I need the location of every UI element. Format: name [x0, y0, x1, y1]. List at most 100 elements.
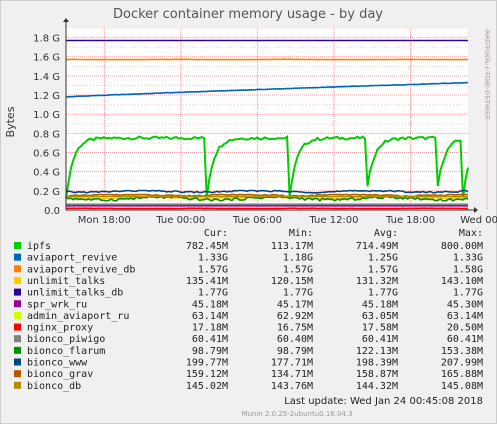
x-tick-label: Mon 18:00	[78, 215, 131, 226]
legend-name-aviaport-revive-db: aviaport_revive_db	[27, 264, 135, 275]
y-tick-label: 0.4 G	[33, 168, 60, 179]
legend-cur-admin-aviaport-ru: 63.14M	[192, 311, 228, 322]
legend-swatch-nginx-proxy	[14, 323, 21, 331]
legend-min-unlimit-talks-db: 1.77G	[283, 288, 313, 299]
legend-swatch-bionco-piwigo	[14, 335, 21, 343]
legend-avg-bionco-grav: 158.87M	[356, 369, 398, 380]
y-tick-label: 1.2 G	[33, 91, 60, 102]
legend-swatch-bionco-db	[14, 381, 21, 389]
legend-cur-spr-wrk-ru: 45.18M	[192, 299, 228, 310]
legend-max-aviaport-revive-db: 1.58G	[453, 264, 483, 275]
legend-min-bionco-flarum: 98.79M	[277, 346, 313, 357]
legend-min-unlimit-talks: 120.15M	[271, 276, 313, 287]
legend-min-admin-aviaport-ru: 62.92M	[277, 311, 313, 322]
legend-avg-admin-aviaport-ru: 63.05M	[362, 311, 398, 322]
legend-name-aviaport-revive: aviaport_revive	[27, 253, 117, 264]
y-axis-arrow	[63, 18, 69, 22]
chart-title: Docker container memory usage - by day	[113, 7, 383, 22]
legend-max-nginx-proxy: 20.50M	[447, 323, 483, 334]
legend-name-unlimit-talks: unlimit_talks	[27, 276, 105, 287]
rrdtool-credit: RRDTOOL / TOBI OETIKER	[483, 30, 491, 120]
legend-name-spr-wrk-ru: spr_wrk_ru	[27, 299, 87, 310]
legend-max-spr-wrk-ru: 45.30M	[447, 299, 483, 310]
legend-cur-bionco-grav: 159.12M	[186, 369, 228, 380]
legend-swatch-bionco-grav	[14, 370, 21, 378]
legend-swatch-admin-aviaport-ru	[14, 311, 21, 319]
legend-min-bionco-grav: 134.71M	[271, 369, 313, 380]
legend-name-bionco-db: bionco_db	[27, 381, 81, 392]
y-tick-label: 0.0	[44, 206, 60, 217]
x-tick-label: Tue 06:00	[232, 215, 282, 226]
last-update: Last update: Wed Jan 24 00:45:08 2018	[284, 396, 483, 407]
legend-min-bionco-piwigo: 60.40M	[277, 334, 313, 345]
legend-cur-unlimit-talks: 135.41M	[186, 276, 228, 287]
legend-max-bionco-piwigo: 60.41M	[447, 334, 483, 345]
series-line-aviaport-revive	[65, 81, 469, 98]
legend-name-ipfs: ipfs	[27, 241, 51, 252]
legend-name-bionco-piwigo: bionco_piwigo	[27, 334, 105, 345]
legend-swatch-spr-wrk-ru	[14, 300, 21, 308]
y-tick-label: 1.0 G	[33, 110, 60, 121]
legend-avg-bionco-piwigo: 60.41M	[362, 334, 398, 345]
legend-min-bionco-db: 143.76M	[271, 381, 313, 392]
legend-swatch-aviaport-revive	[14, 253, 21, 261]
y-tick-label: 0.2 G	[33, 187, 60, 198]
x-tick-label: Tue 18:00	[385, 215, 435, 226]
legend-min-aviaport-revive: 1.18G	[283, 253, 313, 264]
legend-swatch-unlimit-talks	[14, 276, 21, 284]
legend-max-bionco-grav: 165.88M	[441, 369, 483, 380]
legend-max-admin-aviaport-ru: 63.14M	[447, 311, 483, 322]
y-tick-label: 1.6 G	[33, 53, 60, 64]
legend-swatch-aviaport-revive-db	[14, 265, 21, 273]
legend-avg-bionco-flarum: 122.13M	[356, 346, 398, 357]
munin-version: Munin 2.0.25-2ubuntu0.16.04.3	[241, 410, 352, 418]
x-axis-arrow	[474, 207, 478, 213]
legend-header-max: Max:	[459, 228, 483, 239]
x-tick-label: Tue 12:00	[308, 215, 358, 226]
legend-cur-aviaport-revive: 1.33G	[198, 253, 228, 264]
x-tick-label: Wed 00:00	[460, 215, 497, 226]
legend-max-bionco-www: 207.99M	[441, 358, 483, 369]
legend-name-admin-aviaport-ru: admin_aviaport_ru	[27, 311, 129, 322]
plot-area	[66, 28, 468, 210]
x-tick-label: Tue 00:00	[155, 215, 205, 226]
legend-name-bionco-grav: bionco_grav	[27, 369, 93, 380]
legend-min-spr-wrk-ru: 45.17M	[277, 299, 313, 310]
y-tick-label: 0.6 G	[33, 149, 60, 160]
legend-cur-bionco-piwigo: 60.41M	[192, 334, 228, 345]
series-line-bionco-www	[65, 189, 469, 194]
legend-min-aviaport-revive-db: 1.57G	[283, 264, 313, 275]
legend-header-cur: Cur:	[204, 228, 228, 239]
legend-avg-spr-wrk-ru: 45.18M	[362, 299, 398, 310]
legend-cur-bionco-db: 145.02M	[186, 381, 228, 392]
legend-avg-nginx-proxy: 17.58M	[362, 323, 398, 334]
y-axis-label: Bytes	[4, 106, 17, 137]
legend-name-nginx-proxy: nginx_proxy	[27, 323, 93, 334]
legend-avg-unlimit-talks: 131.32M	[356, 276, 398, 287]
series-line-ipfs	[65, 135, 469, 200]
legend-cur-aviaport-revive-db: 1.57G	[198, 264, 228, 275]
legend-max-aviaport-revive: 1.33G	[453, 253, 483, 264]
legend-min-nginx-proxy: 16.75M	[277, 323, 313, 334]
legend-header-avg: Avg:	[374, 228, 398, 239]
legend-max-ipfs: 800.00M	[441, 241, 483, 252]
legend-cur-bionco-flarum: 98.79M	[192, 346, 228, 357]
legend-max-unlimit-talks-db: 1.77G	[453, 288, 483, 299]
legend-swatch-unlimit-talks-db	[14, 288, 21, 296]
legend-avg-bionco-www: 198.39M	[356, 358, 398, 369]
legend-avg-unlimit-talks-db: 1.77G	[368, 288, 398, 299]
legend-name-unlimit-talks-db: unlimit_talks_db	[27, 288, 123, 299]
legend-swatch-bionco-www	[14, 358, 21, 366]
legend-min-ipfs: 113.17M	[271, 241, 313, 252]
y-tick-label: 1.4 G	[33, 72, 60, 83]
legend-cur-nginx-proxy: 17.18M	[192, 323, 228, 334]
legend-max-bionco-db: 145.08M	[441, 381, 483, 392]
legend-cur-unlimit-talks-db: 1.77G	[198, 288, 228, 299]
legend-max-bionco-flarum: 153.38M	[441, 346, 483, 357]
legend-name-bionco-flarum: bionco_flarum	[27, 346, 105, 357]
legend-cur-bionco-www: 199.77M	[186, 358, 228, 369]
legend-avg-ipfs: 714.49M	[356, 241, 398, 252]
legend-avg-bionco-db: 144.32M	[356, 381, 398, 392]
series-line-aviaport-revive-db	[65, 58, 468, 61]
